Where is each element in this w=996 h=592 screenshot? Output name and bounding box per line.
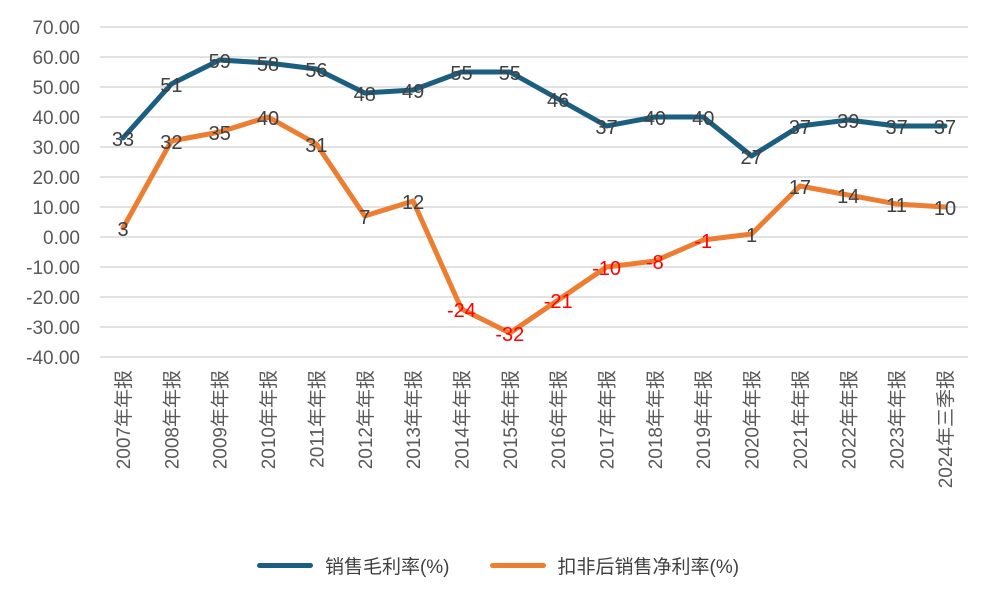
- y-tick-label: 50.00: [32, 78, 80, 99]
- data-label: 10: [934, 198, 956, 220]
- data-label: 59: [209, 51, 231, 73]
- data-label: 55: [499, 63, 521, 85]
- data-label: 51: [160, 75, 182, 97]
- data-label: 3: [117, 219, 128, 241]
- data-label: 56: [305, 60, 327, 82]
- y-tick-label: 30.00: [32, 138, 80, 159]
- data-label: 7: [359, 207, 370, 229]
- series-line-net-margin: [120, 114, 948, 336]
- y-tick-label: -20.00: [26, 288, 80, 309]
- x-tick-label: 2012年年报: [355, 370, 377, 469]
- data-label: 35: [209, 123, 231, 145]
- data-label: 48: [354, 84, 376, 106]
- x-tick-label: 2011年年报: [306, 370, 328, 468]
- data-label: 33: [112, 129, 134, 151]
- data-label: 27: [740, 147, 762, 169]
- legend-label-gross-margin: 销售毛利率(%): [324, 557, 450, 578]
- data-label: 1: [746, 225, 757, 247]
- data-label: 40: [644, 108, 666, 130]
- x-tick-label: 2014年年报: [451, 370, 473, 469]
- x-tick-label: 2008年年报: [161, 370, 183, 469]
- legend-swatch-gross-margin: [256, 563, 313, 568]
- data-label: -10: [592, 258, 621, 280]
- data-label: 40: [257, 108, 279, 130]
- y-tick-label: 10.00: [32, 198, 80, 219]
- x-tick-label: 2018年年报: [645, 370, 667, 469]
- x-tick-label: 2020年年报: [742, 370, 764, 469]
- x-tick-label: 2007年年报: [113, 370, 135, 469]
- data-label: 31: [305, 135, 327, 157]
- data-label: -24: [447, 300, 476, 322]
- x-tick-label: 2015年年报: [500, 370, 522, 469]
- x-tick-label: 2023年年报: [887, 370, 909, 469]
- data-label: 46: [547, 90, 569, 112]
- data-label: 37: [886, 117, 908, 139]
- data-label: 17: [789, 177, 811, 199]
- data-label: 32: [160, 132, 182, 154]
- y-tick-label: 20.00: [32, 168, 80, 189]
- data-label: 37: [934, 117, 956, 139]
- data-label: 40: [692, 108, 714, 130]
- y-tick-label: -40.00: [26, 348, 80, 369]
- x-tick-label: 2010年年报: [258, 370, 280, 469]
- y-tick-label: -10.00: [26, 258, 80, 279]
- data-label: 39: [837, 111, 859, 133]
- line-chart: 70.00 60.00 50.00 40.00 30.00 20.00 10.00 0.00 -…: [26, 18, 968, 488]
- legend: 销售毛利率(%) 扣非后销售净利率(%): [0, 552, 996, 579]
- data-label: 12: [402, 192, 424, 214]
- x-tick-label: 2017年年报: [597, 370, 619, 469]
- y-tick-label: 0.00: [43, 228, 80, 249]
- data-label: -8: [646, 252, 664, 274]
- data-label: -21: [544, 291, 573, 313]
- x-tick-label: 2009年年报: [210, 370, 232, 469]
- y-tick-label: -30.00: [26, 318, 80, 339]
- y-tick-label: 70.00: [32, 18, 80, 39]
- legend-item-gross-margin: 销售毛利率(%): [256, 552, 450, 579]
- x-tick-label: 2024年三季报: [935, 370, 957, 488]
- data-label: -1: [694, 231, 712, 253]
- y-tick-label: 60.00: [32, 48, 80, 69]
- data-label: 14: [837, 186, 859, 208]
- data-label: 58: [257, 54, 279, 76]
- legend-label-net-margin: 扣非后销售净利率(%): [557, 557, 740, 578]
- data-label: 37: [789, 117, 811, 139]
- x-tick-label: 2019年年报: [693, 370, 715, 469]
- data-label: 11: [886, 195, 907, 217]
- data-label: 49: [402, 81, 424, 103]
- legend-item-net-margin: 扣非后销售净利率(%): [489, 552, 740, 579]
- data-label: 55: [450, 63, 472, 85]
- series-line-gross-margin: [120, 57, 948, 159]
- x-tick-label: 2016年年报: [548, 370, 570, 469]
- x-tick-label: 2021年年报: [790, 370, 812, 469]
- y-tick-label: 40.00: [32, 108, 80, 129]
- data-label: -32: [495, 324, 524, 346]
- data-label: 37: [595, 117, 617, 139]
- legend-swatch-net-margin: [489, 563, 546, 568]
- x-tick-label: 2022年年报: [838, 370, 860, 469]
- x-tick-label: 2013年年报: [403, 370, 425, 469]
